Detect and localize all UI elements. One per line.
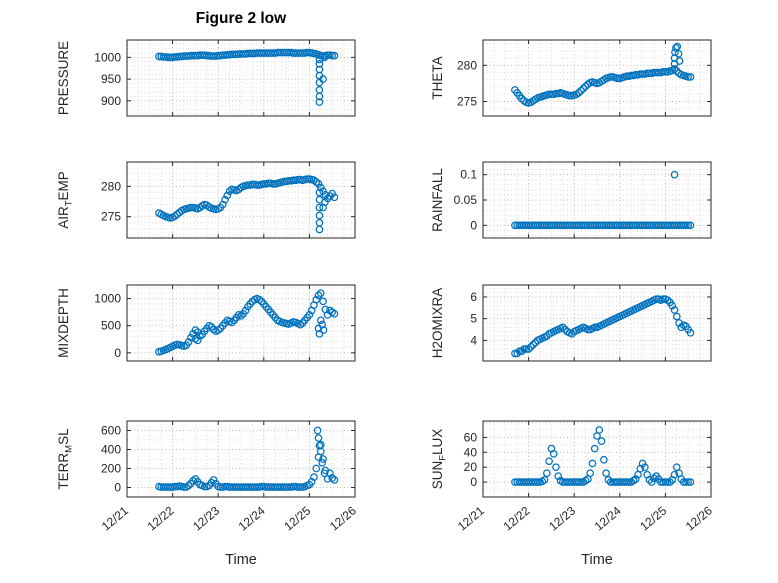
svg-text:280: 280: [101, 179, 121, 193]
figure-title: Figure 2 low: [195, 10, 287, 27]
theta-subplot: 275 280: [436, 30, 717, 133]
svg-text:0: 0: [114, 481, 121, 495]
svg-text:12/26: 12/26: [683, 503, 715, 533]
svg-text:12/26: 12/26: [327, 503, 359, 533]
svg-text:6: 6: [470, 290, 477, 304]
ylabel-subscript: T: [63, 200, 75, 207]
x-axis-title-left: Time: [225, 552, 257, 568]
svg-text:12/24: 12/24: [236, 503, 268, 533]
svg-text:12/24: 12/24: [592, 503, 624, 533]
rainfall-plot-svg: 0 0.05 0.1: [454, 161, 712, 239]
svg-text:900: 900: [101, 94, 121, 108]
svg-text:12/22: 12/22: [145, 503, 177, 533]
ylabel-text: TERR: [56, 452, 71, 490]
svg-text:400: 400: [101, 443, 121, 457]
svg-text:0.05: 0.05: [454, 193, 478, 207]
ylabel-text: EMP: [56, 171, 71, 201]
svg-text:950: 950: [101, 72, 121, 86]
svg-text:20: 20: [464, 460, 478, 474]
ylabel-text: PRESSURE: [56, 40, 71, 116]
terr-msl-subplot: 0 200 400 600 12/21 12/22 12/23 12/24 12/25 12/26: [80, 411, 361, 564]
y-axis-label-mixdepth: MIXDEPTH: [54, 285, 74, 361]
svg-text:1000: 1000: [94, 292, 121, 306]
svg-text:12/22: 12/22: [501, 503, 533, 533]
svg-text:275: 275: [101, 210, 121, 224]
mixdepth-plot-svg: 0 500 1000: [94, 284, 356, 362]
svg-text:12/25: 12/25: [637, 503, 669, 533]
svg-text:500: 500: [101, 319, 121, 333]
svg-text:4: 4: [470, 333, 477, 347]
svg-text:12/21: 12/21: [455, 503, 487, 533]
svg-text:0: 0: [470, 475, 477, 489]
ylabel-text: SL: [56, 428, 71, 445]
h2omixra-plot-svg: 4 5 6: [470, 284, 712, 362]
air-temp-subplot: 275 280: [80, 152, 361, 255]
svg-text:200: 200: [101, 462, 121, 476]
y-axis-label-air-temp: AIRTEMP: [54, 162, 75, 238]
svg-text:600: 600: [101, 424, 121, 438]
svg-text:1000: 1000: [94, 50, 121, 64]
theta-plot-svg: 275 280: [457, 39, 712, 117]
sun-flux-subplot: 0 20 40 60 12/21 12/22 12/23 12/24 12/25 12/26: [436, 411, 717, 564]
svg-text:12/25: 12/25: [281, 503, 313, 533]
y-axis-label-terr-msl: TERRMSL: [54, 421, 75, 497]
svg-text:12/23: 12/23: [546, 503, 578, 533]
pressure-subplot: 900 950 1000: [80, 30, 361, 133]
ylabel-text: MIXDEPTH: [56, 288, 71, 358]
svg-text:0: 0: [470, 218, 477, 232]
svg-text:280: 280: [457, 58, 477, 72]
terr-msl-plot-svg: 0 200 400 600 12/21 12/22 12/23 12/24 12/25 12/26: [99, 420, 359, 534]
rainfall-subplot: 0 0.05 0.1: [436, 152, 717, 255]
svg-text:0: 0: [114, 346, 121, 360]
svg-text:40: 40: [464, 445, 478, 459]
svg-text:60: 60: [464, 430, 478, 444]
mixdepth-subplot: 0 500 1000: [80, 275, 361, 378]
h2omixra-subplot: 4 5 6: [436, 275, 717, 378]
x-axis-title-right: Time: [581, 552, 613, 568]
svg-text:5: 5: [470, 312, 477, 326]
svg-text:12/23: 12/23: [190, 503, 222, 533]
ylabel-subscript: M: [63, 444, 75, 453]
ylabel-text: AIR: [56, 206, 71, 229]
y-axis-label-pressure: PRESSURE: [54, 40, 74, 116]
svg-text:12/21: 12/21: [99, 503, 131, 533]
svg-text:0.1: 0.1: [460, 168, 477, 182]
pressure-plot-svg: 900 950 1000: [94, 39, 356, 117]
svg-text:275: 275: [457, 95, 477, 109]
air-temp-plot-svg: 275 280: [101, 161, 356, 239]
